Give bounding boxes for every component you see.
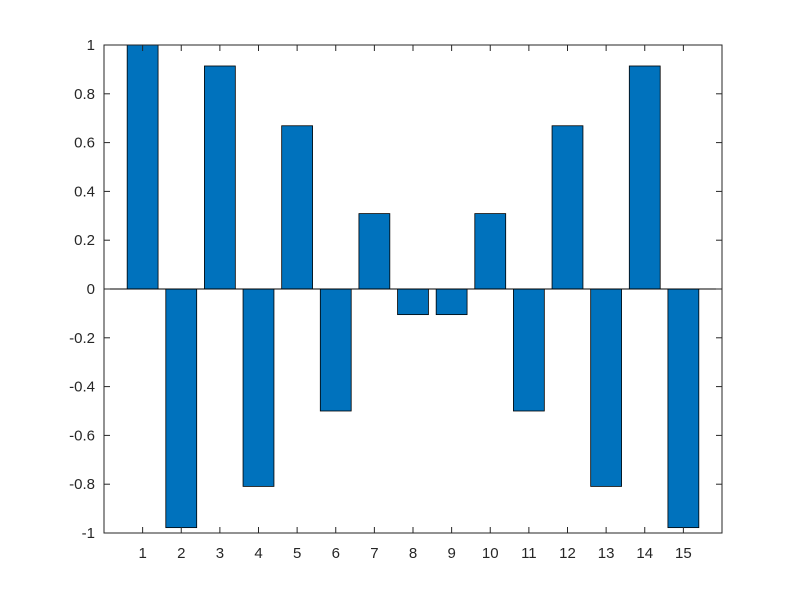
bar-6 — [319, 288, 352, 412]
bar-2 — [165, 288, 198, 529]
x-tick-label-3: 3 — [216, 545, 224, 562]
y-tick-label--0.2: -0.2 — [69, 330, 95, 347]
bar-12 — [551, 125, 584, 290]
y-tick-label-1: 1 — [87, 37, 95, 54]
bar-13 — [590, 288, 622, 487]
x-tick-label-7: 7 — [370, 545, 378, 562]
bar-3 — [204, 65, 236, 290]
bar-9 — [435, 288, 468, 316]
x-tick-label-14: 14 — [636, 545, 653, 562]
tick-label-layer: -1-0.8-0.6-0.4-0.200.20.40.60.811 2 3 4 5 6 7 8… — [69, 37, 692, 562]
y-tick-label-0: 0 — [87, 281, 95, 298]
x-tick-label-13: 13 — [598, 545, 615, 562]
tick-layer — [104, 44, 722, 534]
x-tick-label-5: 5 — [293, 545, 301, 562]
bar-1 — [126, 44, 159, 290]
x-tick-label-15: 15 — [675, 545, 692, 562]
x-tick-label-2: 2 — [177, 545, 185, 562]
y-tick-label--0.6: -0.6 — [69, 427, 95, 444]
y-tick-label-0.4: 0.4 — [74, 183, 95, 200]
y-tick-label--0.4: -0.4 — [69, 379, 95, 396]
bar-8 — [397, 288, 429, 316]
x-tick-label-8: 8 — [409, 545, 417, 562]
y-tick-label-0.6: 0.6 — [74, 135, 95, 152]
x-tick-label-6: 6 — [332, 545, 340, 562]
y-tick-label--0.8: -0.8 — [69, 476, 95, 493]
y-tick-label-0.2: 0.2 — [74, 232, 95, 249]
bar-15 — [667, 288, 700, 529]
bar-4 — [242, 288, 275, 487]
bar-5 — [281, 125, 313, 290]
x-tick-label-9: 9 — [447, 545, 455, 562]
x-tick-label-12: 12 — [559, 545, 576, 562]
bar-11 — [513, 288, 545, 412]
y-tick-label--1: -1 — [82, 525, 95, 542]
y-tick-label-0.8: 0.8 — [74, 86, 95, 103]
x-tick-label-1: 1 — [138, 545, 146, 562]
bar-7 — [358, 213, 391, 290]
bar-10 — [474, 213, 507, 290]
x-tick-label-11: 11 — [521, 545, 537, 562]
x-tick-label-10: 10 — [482, 545, 499, 562]
x-tick-label-4: 4 — [254, 545, 262, 562]
bar-14 — [628, 65, 661, 290]
